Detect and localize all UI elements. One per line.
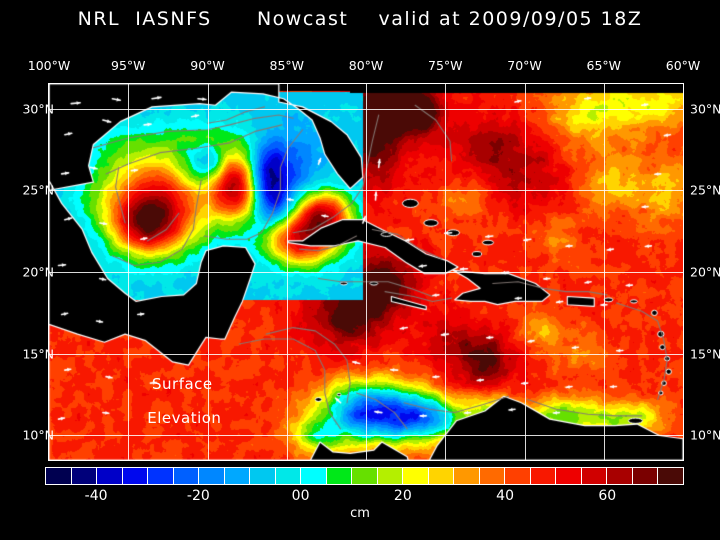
colorbar-cell (97, 468, 123, 484)
graticule-parallel (49, 354, 683, 355)
colorbar-cell (46, 468, 72, 484)
colorbar-cell (607, 468, 633, 484)
colorbar-cell (377, 468, 404, 484)
colorbar-cell (352, 468, 378, 484)
colorbar-cell (275, 468, 302, 484)
colorbar-cell (428, 468, 455, 484)
lon-tick-label: 80°W (348, 58, 384, 73)
colorbar-cell (454, 468, 480, 484)
colorbar-cell (71, 468, 98, 484)
colorbar-cell (479, 468, 506, 484)
colorbar-cell (224, 468, 251, 484)
colorbar-tick-label: 00 (291, 488, 310, 504)
colorbar-tick-label: 40 (496, 488, 514, 504)
graticule-parallel (49, 435, 683, 436)
graticule-parallel (49, 109, 683, 110)
colorbar-cell (148, 468, 174, 484)
colorbar-cell (403, 468, 429, 484)
colorbar-cell (632, 468, 659, 484)
colorbar-tick-label: 20 (393, 488, 412, 504)
colorbar-cell (301, 468, 327, 484)
lon-tick-label: 65°W (586, 58, 622, 73)
colorbar-cell (556, 468, 582, 484)
field-label-line1: Surface (152, 375, 213, 394)
lon-tick-label: 75°W (427, 58, 463, 73)
lat-tick-label: 30°N (22, 101, 54, 117)
map-plot-area[interactable]: Surface Elevation (48, 83, 684, 461)
colorbar-cell (581, 468, 608, 484)
lat-tick-label: 15°N (22, 346, 54, 362)
lat-tick-label: 20°N (690, 264, 720, 280)
colorbar[interactable] (45, 467, 684, 485)
graticule-parallel (49, 190, 683, 191)
colorbar-cell (326, 468, 353, 484)
lon-tick-label: 85°W (269, 58, 305, 73)
lon-tick-label: 100°W (27, 58, 71, 73)
graticule-parallel (49, 272, 683, 273)
colorbar-unit-label: cm (350, 506, 370, 521)
lat-tick-label: 10°N (22, 427, 54, 443)
colorbar-cell (505, 468, 531, 484)
lat-tick-label: 30°N (690, 101, 720, 117)
lat-tick-label: 15°N (690, 346, 720, 362)
lat-tick-label: 25°N (690, 182, 720, 198)
colorbar-cell (250, 468, 276, 484)
figure-title: NRL IASNFS Nowcast valid at 2009/09/05 1… (77, 8, 643, 30)
lat-tick-label: 25°N (22, 182, 54, 198)
lon-tick-label: 90°W (190, 58, 225, 73)
field-label-line2: Elevation (147, 409, 222, 428)
lon-tick-label: 60°W (665, 58, 701, 73)
colorbar-cell (199, 468, 225, 484)
colorbar-cell (658, 468, 683, 484)
lon-tick-label: 95°W (110, 58, 146, 73)
colorbar-tick-label: -20 (186, 488, 210, 504)
colorbar-tick-label: -40 (84, 488, 108, 504)
lat-tick-label: 20°N (22, 264, 54, 280)
colorbar-cell (530, 468, 557, 484)
colorbar-tick-label: 60 (598, 488, 617, 504)
colorbar-cell (122, 468, 149, 484)
colorbar-cell (173, 468, 200, 484)
lat-tick-label: 10°N (690, 427, 720, 443)
lon-tick-label: 70°W (507, 58, 542, 73)
